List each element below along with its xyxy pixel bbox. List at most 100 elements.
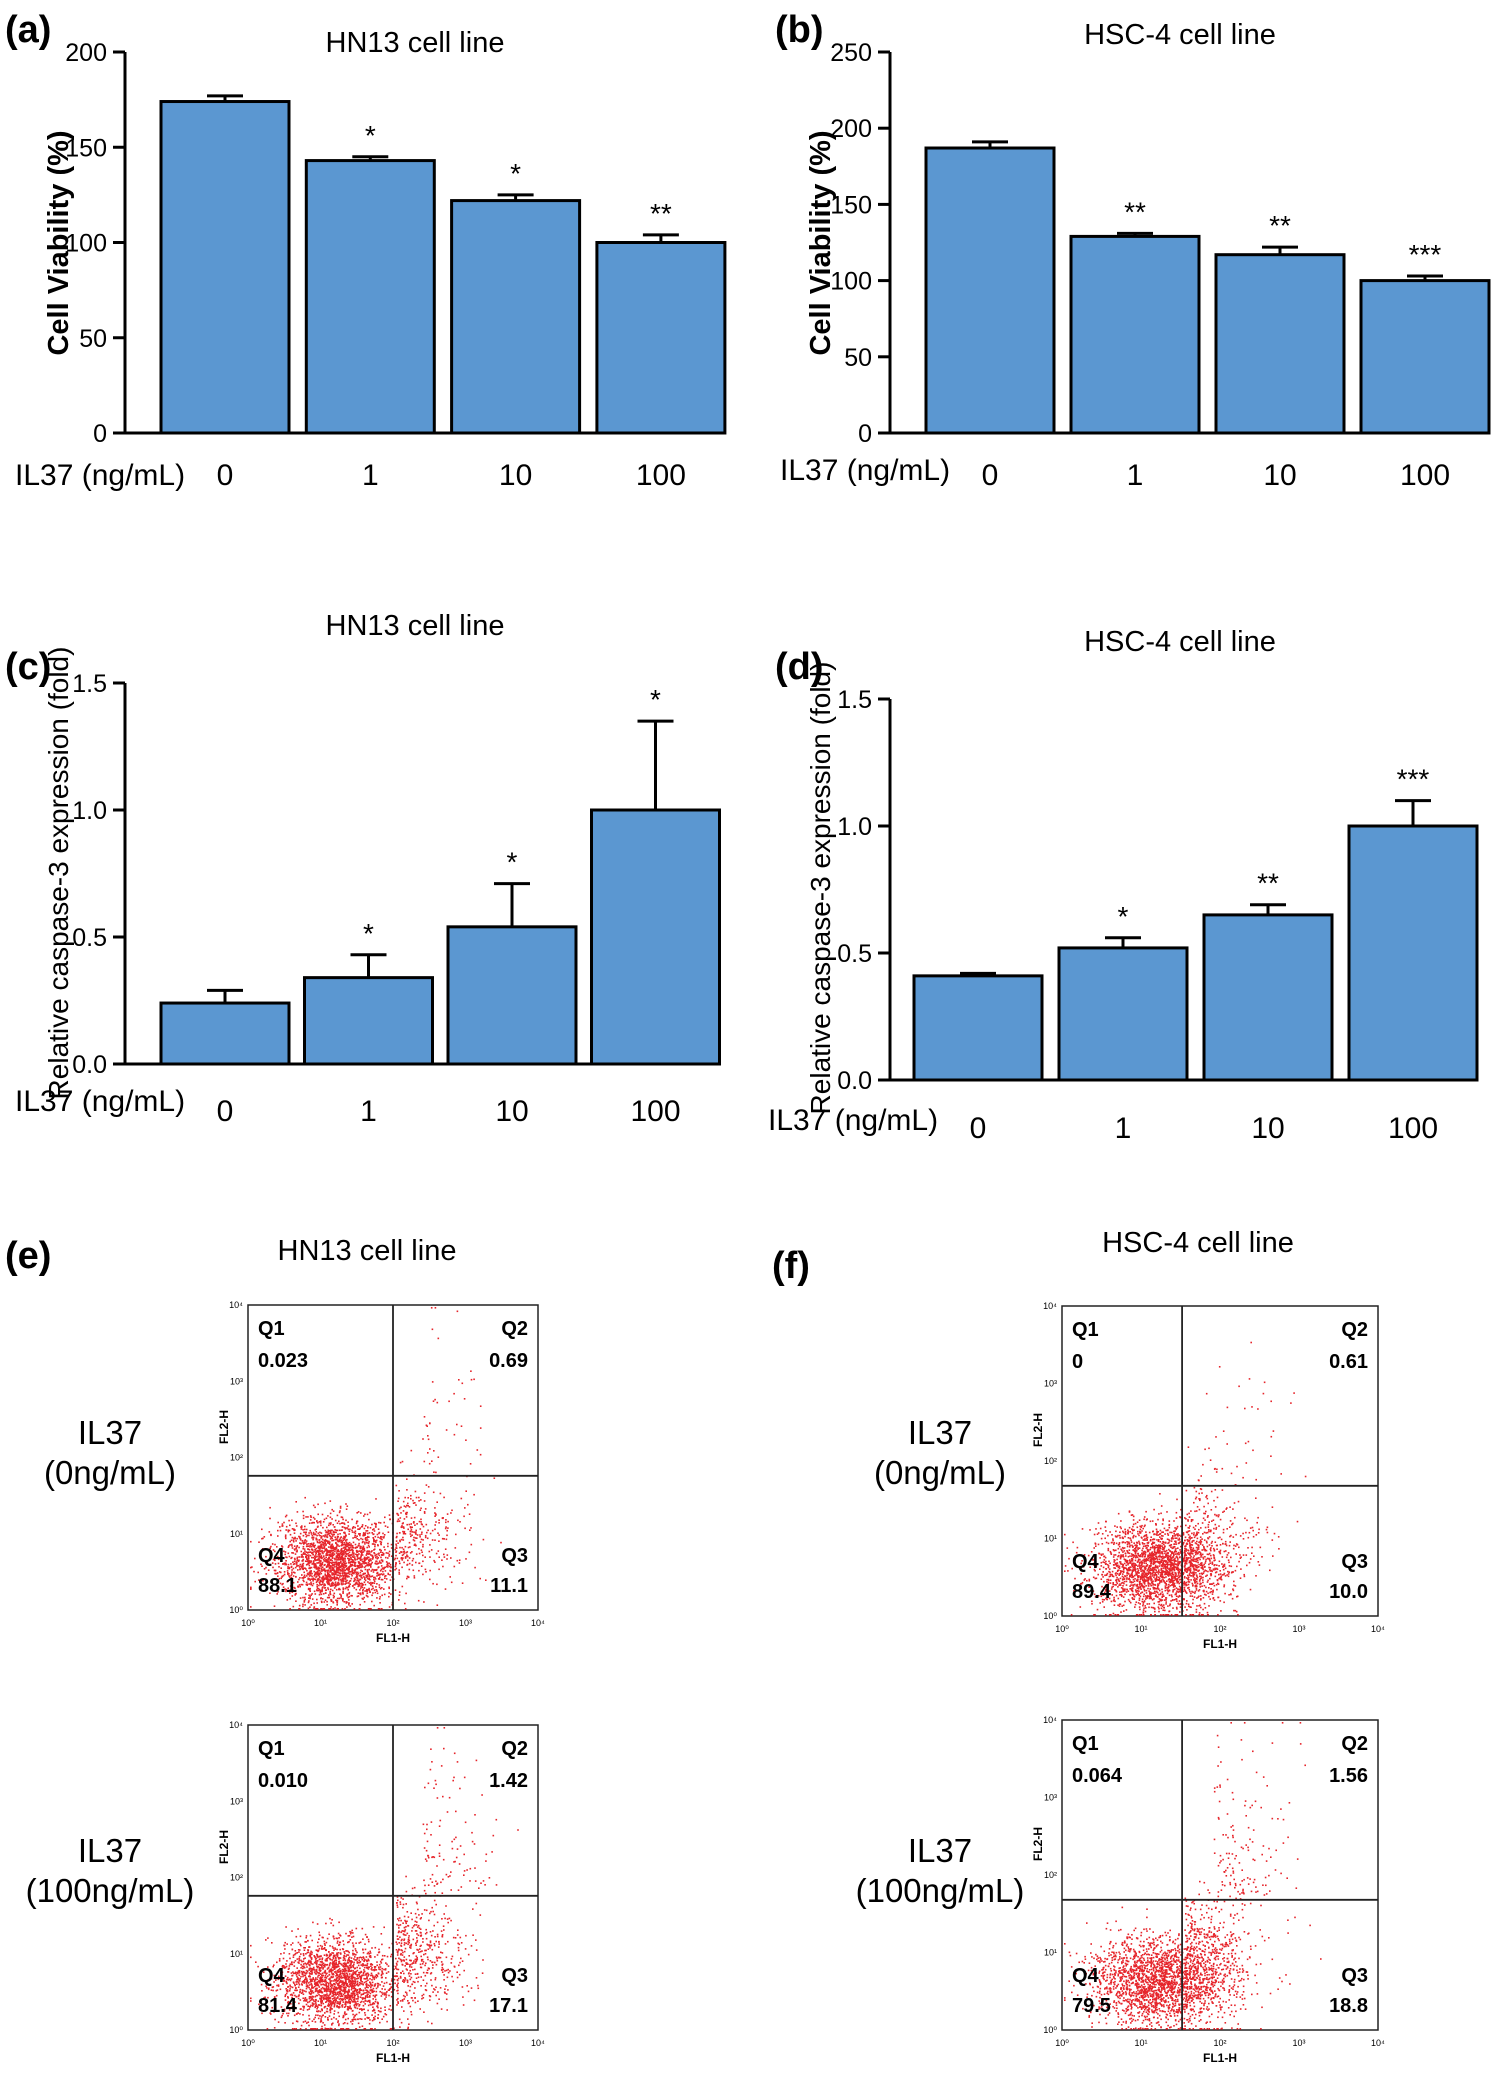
event-dot — [329, 1999, 332, 2002]
event-dot — [437, 1532, 439, 1534]
event-dot — [373, 2002, 376, 2005]
event-dot — [318, 1539, 321, 1541]
event-dot — [296, 1975, 298, 1978]
event-dot — [424, 1508, 427, 1510]
event-dot — [356, 1583, 359, 1585]
event-dot — [378, 1578, 380, 1580]
event-dot — [280, 1567, 282, 1569]
event-dot — [288, 1567, 291, 1570]
event-dot — [443, 1991, 446, 1993]
event-dot — [288, 1529, 291, 1532]
event-dot — [357, 1583, 360, 1586]
event-dot — [430, 1910, 432, 1913]
event-dot — [297, 1997, 300, 2000]
event-dot — [399, 1924, 402, 1926]
event-dot — [280, 1571, 282, 1574]
event-dot — [332, 1568, 335, 1570]
event-dot — [343, 1546, 346, 1548]
event-dot — [287, 1573, 289, 1576]
event-dot — [429, 1578, 431, 1581]
event-dot — [329, 1574, 331, 1577]
event-dot — [343, 1572, 346, 1574]
event-dot — [368, 1587, 370, 1590]
event-dot — [428, 1462, 431, 1465]
event-dot — [270, 1545, 272, 1548]
event-dot — [316, 1960, 319, 1962]
event-dot — [323, 1539, 326, 1542]
event-dot — [291, 1578, 294, 1580]
event-dot — [381, 1988, 383, 1990]
event-dot — [415, 1529, 417, 1532]
event-dot — [324, 1574, 327, 1577]
event-dot — [350, 2020, 352, 2023]
event-dot — [382, 1537, 385, 1539]
event-dot — [417, 1934, 420, 1937]
event-dot — [335, 1541, 337, 1544]
event-dot — [335, 1966, 337, 1969]
event-dot — [341, 1565, 343, 1568]
event-dot — [326, 1604, 328, 1606]
event-dot — [325, 1543, 327, 1546]
event-dot — [387, 1557, 389, 1559]
event-dot — [345, 1978, 348, 1980]
event-dot — [296, 2020, 299, 2023]
event-dot — [372, 2006, 374, 2008]
event-dot — [334, 1607, 336, 1609]
event-dot — [304, 1978, 306, 1981]
event-dot — [363, 1581, 366, 1583]
event-dot — [336, 1597, 339, 1600]
event-dot — [304, 1941, 306, 1943]
event-dot — [425, 1860, 428, 1862]
event-dot — [279, 1526, 281, 1528]
x-tick-label: 10² — [386, 1618, 399, 1628]
event-dot — [351, 1555, 354, 1558]
event-dot — [296, 1989, 298, 1992]
event-dot — [317, 1532, 320, 1534]
event-dot — [470, 1378, 473, 1381]
event-dot — [395, 1965, 397, 1968]
event-dot — [402, 1922, 404, 1924]
event-dot — [435, 1552, 438, 1555]
event-dot — [383, 1968, 385, 1971]
event-dot — [340, 1964, 343, 1966]
event-dot — [371, 1991, 374, 1993]
event-dot — [377, 1972, 380, 1975]
event-dot — [371, 1600, 373, 1603]
event-dot — [351, 2019, 354, 2021]
event-dot — [306, 1951, 309, 1954]
event-dot — [250, 1588, 252, 1590]
event-dot — [339, 1522, 341, 1525]
event-dot — [378, 1521, 380, 1524]
event-dot — [376, 2001, 379, 2004]
event-dot — [336, 1559, 338, 1561]
event-dot — [447, 1921, 449, 1924]
event-dot — [429, 1556, 431, 1558]
event-dot — [344, 1575, 347, 1578]
event-dot — [306, 2009, 309, 2011]
event-dot — [305, 1516, 307, 1518]
event-dot — [335, 1538, 337, 1540]
event-dot — [359, 1556, 362, 1559]
event-dot — [335, 1565, 337, 1568]
event-dot — [432, 1856, 434, 1858]
event-dot — [353, 1992, 356, 1995]
event-dot — [288, 1519, 290, 1522]
event-dot — [313, 1555, 316, 1557]
event-dot — [354, 2014, 356, 2017]
event-dot — [297, 1564, 300, 1567]
event-dot — [372, 1556, 374, 1559]
event-dot — [342, 1940, 344, 1942]
event-dot — [321, 1557, 323, 1560]
event-dot — [265, 1566, 267, 1569]
event-dot — [364, 2018, 366, 2020]
event-dot — [450, 1889, 452, 1891]
event-dot — [353, 1587, 356, 1589]
event-dot — [338, 1550, 340, 1553]
event-dot — [302, 1579, 304, 1582]
event-dot — [424, 1858, 427, 1860]
event-dot — [303, 1947, 305, 1949]
event-dot — [400, 1944, 402, 1947]
event-dot — [396, 1968, 398, 1971]
event-dot — [315, 2002, 317, 2004]
event-dot — [346, 1576, 349, 1578]
